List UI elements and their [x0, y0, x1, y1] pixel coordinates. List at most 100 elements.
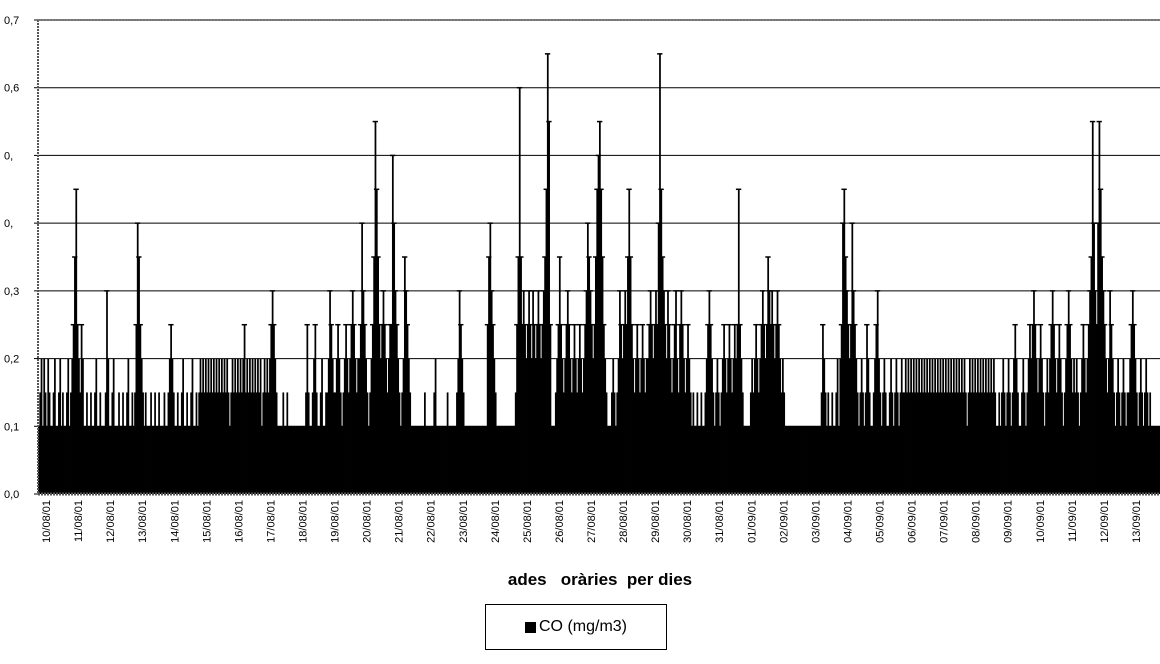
- bar: [278, 426, 281, 494]
- bar: [914, 392, 916, 494]
- bar: [180, 392, 183, 494]
- bar: [565, 324, 568, 494]
- bar: [111, 392, 114, 494]
- bar: [822, 324, 824, 494]
- bar: [1049, 358, 1051, 494]
- bar: [773, 358, 776, 494]
- bar: [506, 426, 509, 494]
- bar: [651, 324, 653, 494]
- x-tick-label: 18/08/01: [298, 500, 310, 543]
- bar: [329, 290, 331, 494]
- bar: [155, 426, 158, 494]
- bar: [807, 426, 810, 494]
- bar: [868, 392, 871, 494]
- bar: [389, 324, 392, 494]
- bar: [830, 426, 832, 494]
- bar: [542, 290, 545, 494]
- bar: [684, 392, 687, 494]
- bar: [550, 426, 553, 494]
- bar: [115, 426, 118, 494]
- bar: [856, 392, 859, 494]
- bar: [1139, 358, 1142, 494]
- bar: [647, 358, 649, 494]
- bar: [615, 426, 617, 494]
- bar: [728, 324, 731, 494]
- bar: [148, 426, 151, 494]
- bar: [220, 358, 223, 494]
- bar: [564, 358, 567, 494]
- bar: [1121, 392, 1123, 494]
- bar: [397, 358, 400, 494]
- bar: [530, 358, 533, 494]
- bar: [631, 324, 633, 494]
- bar: [84, 426, 87, 494]
- bar: [671, 392, 673, 494]
- bar: [1077, 392, 1079, 494]
- bar: [425, 426, 428, 494]
- bar: [645, 358, 648, 494]
- bar: [112, 358, 115, 494]
- bar: [379, 358, 382, 494]
- bar: [795, 426, 798, 494]
- bar: [265, 392, 267, 494]
- bar: [808, 426, 811, 494]
- bar: [896, 392, 899, 494]
- bar: [903, 392, 906, 494]
- bar: [66, 392, 68, 494]
- bar: [196, 426, 199, 494]
- bar: [816, 426, 819, 494]
- bar: [275, 392, 278, 494]
- bar: [453, 426, 456, 494]
- bar: [887, 426, 890, 494]
- bar: [484, 426, 486, 494]
- bar: [875, 324, 878, 494]
- bar: [391, 155, 394, 494]
- bar: [333, 392, 335, 494]
- bar: [939, 358, 942, 494]
- bar: [1023, 392, 1026, 494]
- bar: [520, 257, 522, 494]
- bar: [132, 426, 135, 494]
- bar: [1054, 358, 1057, 494]
- bar: [713, 426, 716, 494]
- bar: [245, 392, 247, 494]
- bar: [339, 392, 342, 494]
- bar: [1047, 392, 1050, 494]
- bar: [428, 426, 430, 494]
- bar: [482, 426, 485, 494]
- bar: [1102, 290, 1105, 494]
- bar: [747, 426, 749, 494]
- bar: [899, 392, 902, 494]
- bar: [247, 392, 250, 494]
- bar: [207, 358, 210, 494]
- y-tick-label: 0,2: [4, 354, 19, 366]
- bar: [190, 392, 193, 494]
- bar: [152, 426, 155, 494]
- bar: [717, 392, 720, 494]
- bar: [208, 392, 211, 494]
- bar: [768, 290, 771, 494]
- bar: [604, 358, 607, 494]
- bar: [134, 392, 136, 494]
- bar: [731, 392, 733, 494]
- bar: [947, 358, 950, 494]
- bar: [100, 426, 103, 494]
- bar: [752, 392, 755, 494]
- bar: [399, 426, 402, 494]
- bar: [59, 358, 62, 494]
- bar: [663, 290, 665, 494]
- bar: [350, 324, 353, 494]
- bar: [640, 358, 643, 494]
- bar: [267, 392, 270, 494]
- bar: [381, 324, 384, 494]
- bar: [855, 358, 858, 494]
- bar: [1122, 358, 1125, 494]
- bar: [683, 358, 685, 494]
- bar: [156, 426, 159, 494]
- bar: [307, 392, 310, 494]
- bar: [1029, 324, 1031, 494]
- bar: [39, 392, 42, 494]
- bar: [351, 290, 354, 494]
- bar: [576, 392, 579, 494]
- x-tick-label: 12/08/01: [105, 500, 117, 543]
